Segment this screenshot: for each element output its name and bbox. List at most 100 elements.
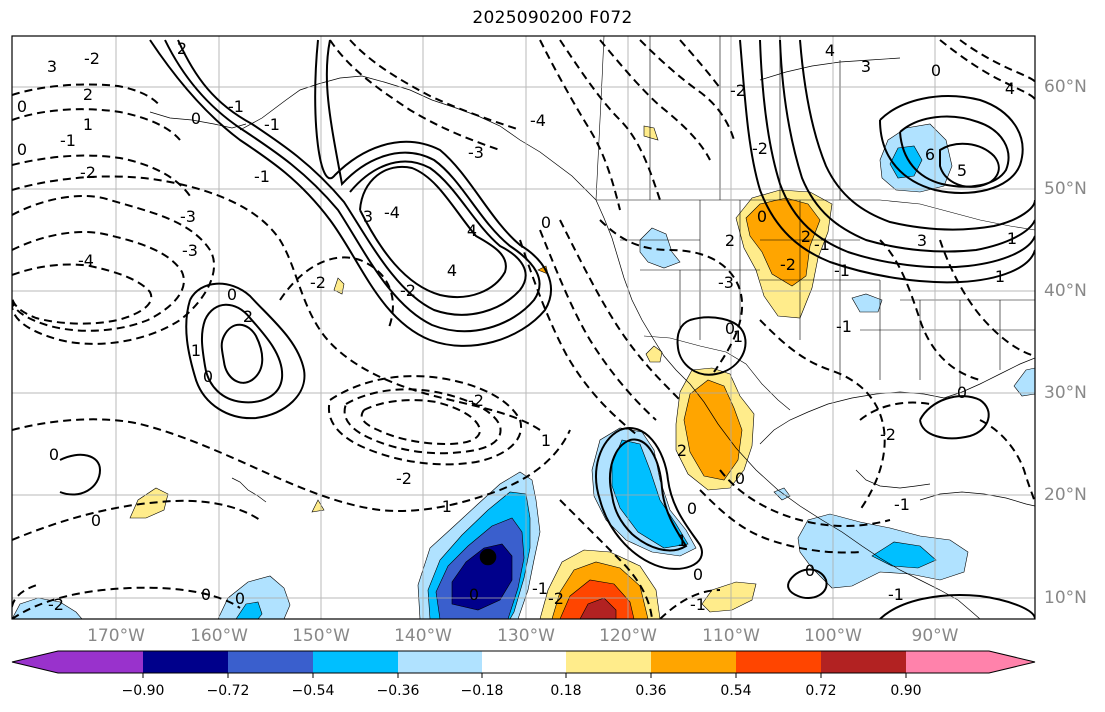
positive-anomaly-region (645, 345, 663, 363)
colorbar-tick-label: −0.54 (291, 683, 335, 699)
contour-line (609, 438, 688, 552)
canada-provinces (649, 36, 841, 200)
contour-label: 1 (83, 115, 93, 134)
contour-line (12, 499, 261, 541)
colorbar-segment (313, 651, 398, 673)
coastline-caribbean (919, 491, 1035, 507)
political-borders (595, 36, 1035, 411)
contour-label: -2 (468, 391, 484, 410)
colorbar-segment (58, 651, 143, 673)
colorbar (11, 650, 1036, 678)
colorbar-segment (906, 651, 989, 673)
contour-label: -2 (752, 139, 768, 158)
contour-line (759, 39, 1035, 269)
colorbar-tick-label: 0.18 (550, 683, 582, 699)
contour-line (919, 395, 990, 440)
contour-label: 0 (227, 285, 237, 304)
negative-anomaly-region (611, 439, 689, 549)
colorbar-tick-label: 0.90 (890, 683, 922, 699)
contour-label: 0 (931, 61, 941, 80)
coastline-alaska (239, 75, 597, 201)
contour-line (939, 39, 1035, 101)
contour-label: -2 (80, 163, 96, 182)
coastlines (149, 57, 1035, 619)
contour-line (979, 419, 1035, 505)
contour-line (343, 388, 502, 455)
contour-line (679, 39, 721, 89)
colorbar-tick-label: −0.18 (460, 683, 504, 699)
contour-line (220, 323, 264, 384)
contour-label: 0 (17, 97, 27, 116)
longitude-label: 90°W (911, 626, 959, 646)
contour-line (327, 375, 523, 466)
colorbar-tick-label: 0.36 (635, 683, 667, 699)
contour-label: -4 (78, 251, 94, 270)
contour-label: 2 (83, 85, 93, 104)
contour-label: -1 (836, 317, 852, 336)
contour-label: 0 (201, 585, 211, 604)
negative-anomaly-region (12, 597, 83, 619)
negative-anomaly-region (639, 227, 681, 269)
contour-label: -2 (48, 595, 64, 614)
contour-line (329, 39, 501, 151)
contour-label: -3 (468, 143, 484, 162)
contour-label: 0 (687, 499, 697, 518)
contour-line (879, 594, 1035, 619)
contour-label: -1 (834, 261, 850, 280)
contour-line (719, 469, 891, 527)
contour-label: -1 (814, 235, 830, 254)
contour-line (359, 165, 507, 298)
contour-line (279, 256, 394, 331)
contour-label: 2 (243, 307, 253, 326)
colorbar-extend-high (989, 651, 1035, 673)
contour-label: 0 (469, 585, 479, 604)
contour-line (360, 399, 482, 446)
us-canada-border (596, 199, 1035, 231)
colorbar-segment (228, 651, 313, 673)
contour-label: -1 (690, 595, 706, 614)
longitude-label: 120°W (599, 626, 657, 646)
contour-line (177, 39, 527, 316)
contour-label: 0 (17, 140, 27, 159)
contour-label: 1 (1007, 229, 1017, 248)
colorbar-outline (11, 650, 1036, 674)
contour-line (879, 95, 1024, 194)
colorbar-tick-label: −0.72 (206, 683, 250, 699)
contour-line (899, 115, 1010, 188)
contour-label: 5 (957, 161, 967, 180)
contour-line (739, 39, 1035, 284)
contour-label: -2 (396, 469, 412, 488)
longitude-label: 170°W (87, 626, 145, 646)
contour-label: 0 (203, 367, 213, 386)
longitude-label: 100°W (804, 626, 862, 646)
contour-line (12, 263, 153, 325)
contour-line (779, 39, 1035, 253)
longitude-label: 140°W (394, 626, 452, 646)
contour-line (599, 39, 711, 161)
contour-line (939, 239, 1035, 357)
contour-line (676, 316, 747, 376)
contour-label: 4 (825, 41, 835, 60)
contour-line (12, 231, 185, 332)
us-mexico-border (643, 335, 791, 411)
positive-anomaly-region (579, 597, 617, 619)
contour-label: -3 (180, 207, 196, 226)
positive-anomaly-region (683, 379, 743, 481)
map-title: 2025090200 F072 (472, 8, 633, 28)
contour-label: 1 (541, 431, 551, 450)
contour-label: -2 (730, 81, 746, 100)
contour-line (959, 39, 1035, 83)
longitude-label: 150°W (292, 626, 350, 646)
negative-anomaly-region (773, 487, 791, 501)
contour-label: -1 (264, 115, 280, 134)
contour-label: 2 (677, 441, 687, 460)
contour-line (149, 39, 552, 347)
colorbar-extend-low (12, 651, 58, 673)
contour-label: 4 (1005, 79, 1015, 98)
contour-line (639, 39, 735, 141)
coastline-florida-yucatan (855, 469, 931, 489)
contour-label: 4 (467, 221, 477, 240)
alaska-canada-border (595, 36, 605, 201)
contour-label: 1 (995, 267, 1005, 286)
